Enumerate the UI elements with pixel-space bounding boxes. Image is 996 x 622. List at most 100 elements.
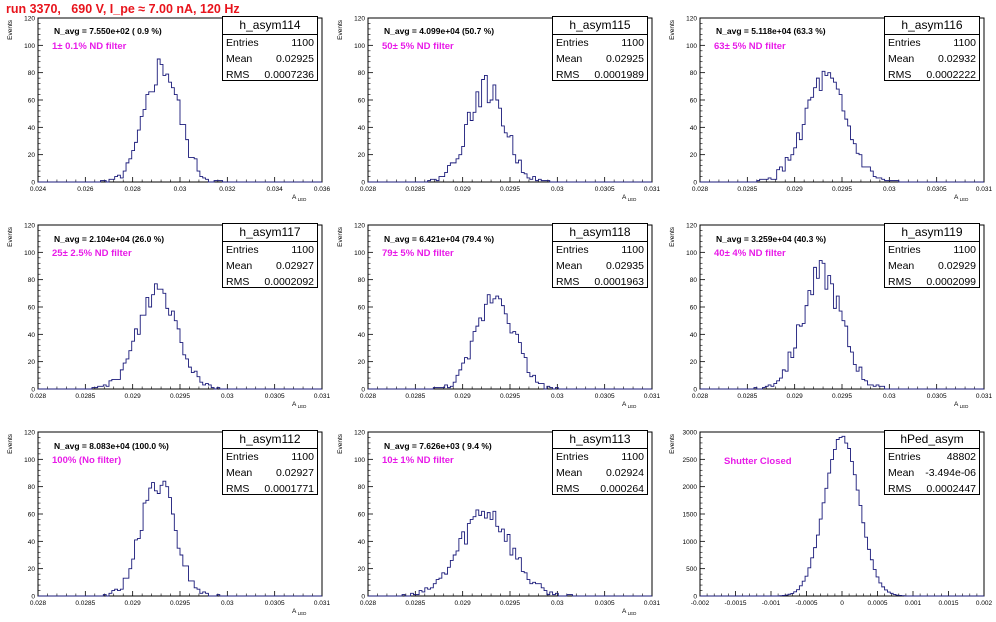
stats-box: h_asym119 Entries 1100 Mean 0.02929 RMS 0.0002… xyxy=(884,223,980,288)
stats-value: 0.02924 xyxy=(606,467,644,479)
y-tick-label: 40 xyxy=(358,332,366,339)
x-tick-label: 0.031 xyxy=(976,186,993,193)
x-tick-label: 0.028 xyxy=(692,186,709,193)
stats-row-mean: Mean 0.02924 xyxy=(553,465,647,481)
y-tick-label: 80 xyxy=(358,277,366,284)
stats-row-mean: Mean 0.02925 xyxy=(553,51,647,67)
y-tick-label: 100 xyxy=(24,250,35,257)
stats-value: 0.02927 xyxy=(276,260,314,272)
x-tick-label: 0.0015 xyxy=(939,600,959,607)
stats-value: 0.0001771 xyxy=(264,483,314,495)
filter-label: 25± 2.5% ND filter xyxy=(52,248,132,259)
stats-row-entries: Entries 1100 xyxy=(885,35,979,51)
y-tick-label: 0 xyxy=(361,594,365,601)
y-axis-label: Events xyxy=(669,433,676,454)
stats-row-mean: Mean 0.02927 xyxy=(223,465,317,481)
stats-value: 0.02925 xyxy=(276,53,314,65)
y-tick-label: 2500 xyxy=(683,457,698,464)
y-tick-label: 40 xyxy=(28,332,36,339)
y-tick-label: 100 xyxy=(354,250,365,257)
histogram-panel-h_asym116: 0 20 40 60 80 100 120 0.028 0.0285 0.029 0.0295 0.0… xyxy=(662,0,993,206)
y-tick-label: 120 xyxy=(686,223,697,230)
y-tick-label: 80 xyxy=(28,484,36,491)
x-tick-label: 0.031 xyxy=(314,393,331,400)
stats-key: Entries xyxy=(888,451,921,463)
x-tick-label: 0.0305 xyxy=(265,600,285,607)
histogram-plot: 0 20 40 60 80 100 120 0.028 0.0285 0.029 0.0295 0.0… xyxy=(337,223,661,410)
stats-row-rms: RMS 0.0002099 xyxy=(885,274,979,290)
histogram-panel-h_asym119: 0 20 40 60 80 100 120 0.028 0.0285 0.029 0.0295 0.0… xyxy=(662,207,993,413)
stats-value: 0.0002222 xyxy=(926,69,976,81)
stats-key: RMS xyxy=(556,69,580,81)
y-tick-label: 120 xyxy=(24,16,35,23)
stats-row-rms: RMS 0.0002092 xyxy=(223,274,317,290)
filter-label: 40± 4% ND filter xyxy=(714,248,786,259)
x-tick-label: 0.03 xyxy=(551,393,564,400)
stats-key: Entries xyxy=(556,37,589,49)
y-tick-label: 20 xyxy=(358,359,366,366)
y-axis-label: Events xyxy=(669,19,676,40)
stats-row-rms: RMS 0.0001989 xyxy=(553,67,647,83)
x-tick-label: 0.028 xyxy=(360,393,377,400)
x-tick-label: 0.0285 xyxy=(75,393,95,400)
histogram-name: h_asym117 xyxy=(223,224,317,242)
stats-value: 1100 xyxy=(621,451,644,463)
x-tick-label: 0.031 xyxy=(644,186,661,193)
histogram-name: h_asym118 xyxy=(553,224,647,242)
y-tick-label: 120 xyxy=(354,223,365,230)
y-tick-label: 2000 xyxy=(683,484,698,491)
filter-label: 100% (No filter) xyxy=(52,455,122,466)
x-tick-label: 0.0285 xyxy=(737,186,757,193)
y-tick-label: 120 xyxy=(354,16,365,23)
histogram-line xyxy=(700,435,984,597)
y-axis-label: Events xyxy=(337,19,344,40)
x-tick-label: 0.024 xyxy=(30,186,47,193)
stats-box: h_asym118 Entries 1100 Mean 0.02935 RMS 0.0001… xyxy=(552,223,648,288)
y-tick-label: 0 xyxy=(31,387,35,394)
stats-row-mean: Mean 0.02932 xyxy=(885,51,979,67)
x-tick-label: -0.0005 xyxy=(795,600,817,607)
y-tick-label: 500 xyxy=(686,566,697,573)
x-tick-label: 0.0285 xyxy=(405,393,425,400)
stats-key: Mean xyxy=(888,467,915,479)
histogram-plot: 0 20 40 60 80 100 120 0.028 0.0285 0.029 0.0295 0.0… xyxy=(669,223,993,410)
y-tick-label: 0 xyxy=(693,180,697,187)
stats-value: 0.02927 xyxy=(276,467,314,479)
x-tick-label: 0.03 xyxy=(221,393,234,400)
navg-label: N_avg = 4.099e+04 (50.7 %) xyxy=(384,26,495,36)
stats-value: 0.0002092 xyxy=(264,276,314,288)
histogram-plot: 0 20 40 60 80 100 120 0.028 0.0285 0.029 0.0295 0.0… xyxy=(337,16,661,203)
navg-label: N_avg = 3.259e+04 (40.3 %) xyxy=(716,234,827,244)
filter-label: Shutter Closed xyxy=(724,456,792,467)
y-tick-label: 40 xyxy=(690,125,698,132)
stats-value: 0.02929 xyxy=(938,260,976,272)
histogram-line xyxy=(38,283,322,390)
y-tick-label: 0 xyxy=(693,387,697,394)
stats-key: Mean xyxy=(888,53,915,65)
y-tick-label: 120 xyxy=(686,16,697,23)
stats-row-entries: Entries 1100 xyxy=(223,449,317,465)
histogram-line xyxy=(368,294,652,390)
stats-row-entries: Entries 1100 xyxy=(553,242,647,258)
stats-key: RMS xyxy=(888,483,912,495)
histogram-line xyxy=(700,260,984,390)
stats-key: Entries xyxy=(556,451,589,463)
stats-value: 1100 xyxy=(621,37,644,49)
y-tick-label: 0 xyxy=(361,387,365,394)
stats-key: Entries xyxy=(556,244,589,256)
y-tick-label: 40 xyxy=(358,539,366,546)
stats-box: h_asym113 Entries 1100 Mean 0.02924 RMS 0.0002… xyxy=(552,430,648,495)
y-tick-label: 20 xyxy=(358,152,366,159)
y-tick-label: 40 xyxy=(358,125,366,132)
stats-key: Entries xyxy=(888,244,921,256)
x-axis-label: A LED xyxy=(954,401,969,409)
stats-box: h_asym112 Entries 1100 Mean 0.02927 RMS 0.0001… xyxy=(222,430,318,495)
x-tick-label: 0.029 xyxy=(787,186,804,193)
stats-value: 1100 xyxy=(291,37,314,49)
stats-row-rms: RMS 0.0007236 xyxy=(223,67,317,83)
y-tick-label: 60 xyxy=(358,305,366,312)
histogram-panel-h_asym117: 0 20 40 60 80 100 120 0.028 0.0285 0.029 0.0295 0.0… xyxy=(0,207,331,413)
y-tick-label: 40 xyxy=(28,125,36,132)
y-tick-label: 60 xyxy=(690,98,698,105)
stats-value: 1100 xyxy=(291,451,314,463)
